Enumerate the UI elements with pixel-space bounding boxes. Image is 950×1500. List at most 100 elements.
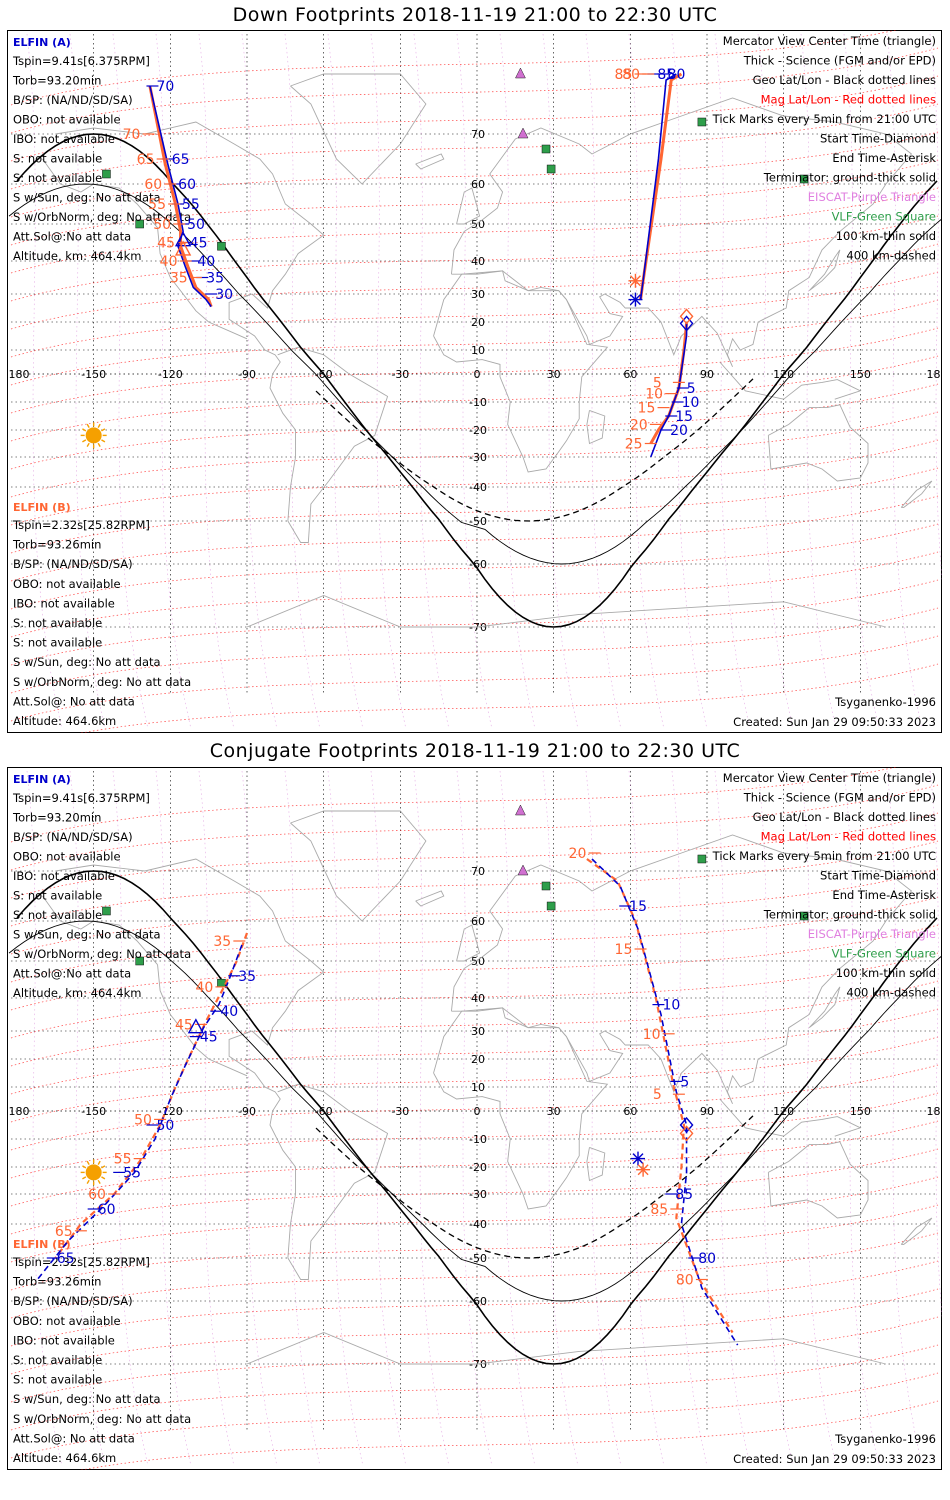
- legend-entry: EISCAT-Purple Triangle: [808, 190, 936, 204]
- legend: Mercator View Center Time (triangle) Thic…: [712, 771, 937, 1000]
- mag-latitude-line: [10, 607, 939, 694]
- mag-latitude-line: [10, 924, 939, 1011]
- lat-tick-label: -10: [469, 1133, 487, 1146]
- mag-latitude-line: [10, 868, 939, 955]
- track-tick-label: 60: [98, 1202, 116, 1218]
- elfin-a-end-asterisk: [628, 292, 643, 307]
- track-tick-label: 60: [144, 177, 162, 193]
- created-timestamp: Created: Sun Jan 29 09:50:33 2023: [733, 1452, 936, 1466]
- mag-latitude-line: [10, 840, 939, 927]
- mag-grid: [10, 767, 942, 1470]
- lat-tick-label: 30: [471, 1025, 485, 1038]
- lon-tick-label: -120: [158, 1105, 183, 1118]
- elfin-b-info-line: S: not available: [13, 1373, 102, 1387]
- legend-entry: 400 km-dashed: [846, 986, 936, 1000]
- terminator-100km: [8, 920, 942, 1302]
- mag-latitude-line: [10, 1064, 939, 1151]
- mag-latitude-line: [79, 663, 939, 733]
- coastline: [808, 986, 841, 1029]
- coastline: [767, 404, 869, 482]
- elfin-b-center-triangle: [174, 240, 192, 256]
- lat-tick-label: -10: [469, 396, 487, 409]
- coastline: [900, 1217, 933, 1245]
- track-tick-label: 10: [682, 395, 700, 411]
- track-tick-label: 20: [569, 846, 587, 862]
- elfin-a-info-line: IBO: not available: [13, 132, 115, 146]
- elfin-a-info-line: Att.Sol@:No att data: [13, 967, 131, 981]
- track-tick-label: 15: [629, 899, 647, 915]
- track-tick-label: 85: [615, 67, 633, 83]
- sun-ray: [86, 442, 90, 448]
- lat-tick-label: -50: [469, 1252, 487, 1265]
- legend-entry: Thick - Science (FGM and/or EPD): [743, 54, 936, 68]
- sun-ray: [82, 428, 87, 432]
- mag-latitude-line: [10, 383, 939, 470]
- mag-latitude-line: [10, 131, 939, 218]
- coastline: [290, 810, 427, 922]
- sun-ray: [97, 423, 101, 428]
- track-tick-label: 45: [157, 236, 175, 252]
- legend-entry: Start Time-Diamond: [820, 869, 936, 883]
- terminator-400km: [315, 378, 754, 522]
- elfin-a-info-line: S: not available: [13, 171, 102, 185]
- elfin-b-info-line: Tspin=2.32s[25.82RPM]: [12, 1255, 150, 1269]
- sun-ray: [82, 439, 87, 443]
- lon-tick-label: 180: [927, 368, 943, 381]
- legend: Mercator View Center Time (triangle) Thic…: [712, 34, 937, 263]
- coastline: [433, 270, 609, 473]
- track-tick-label: 45: [190, 236, 208, 252]
- elfin-b-info: ELFIN (B) Tspin=2.32s[25.82RPM] Torb=93.26…: [12, 501, 191, 728]
- sun-ray: [82, 1165, 87, 1169]
- elfin-b-info-line: Tspin=2.32s[25.82RPM]: [12, 518, 150, 532]
- sun-ray: [97, 442, 101, 448]
- mag-latitude-line: [10, 579, 939, 666]
- track-tick-label: 70: [123, 127, 141, 143]
- elfin-a-info-line: S w/Sun, deg: No att data: [13, 928, 161, 942]
- legend-entry: EISCAT-Purple Triangle: [808, 927, 936, 941]
- terminator-400km: [315, 1115, 754, 1259]
- lat-tick-label: -20: [469, 1161, 487, 1174]
- sun-ray: [86, 423, 90, 428]
- lon-tick-label: -30: [391, 1105, 409, 1118]
- coastline: [808, 249, 841, 292]
- elfin-a-conj-center-triangle: [187, 1018, 205, 1034]
- elfin-a-info-line: Altitude, km: 464.4km: [13, 986, 141, 1000]
- track-tick-label: 40: [220, 1004, 238, 1020]
- vlf-square-icon: [799, 911, 809, 921]
- track-tick-label: 70: [156, 79, 174, 95]
- elfin-b-info-line: Altitude: 464.6km: [13, 1451, 116, 1465]
- track-tick-label: 15: [615, 942, 633, 958]
- track-tick-label: 85: [650, 1202, 668, 1218]
- elfin-a-conj-track-west: [36, 944, 243, 1280]
- coastline: [586, 1146, 606, 1182]
- vlf-square-icon: [135, 956, 144, 966]
- legend-entry: Mercator View Center Time (triangle): [723, 34, 936, 48]
- elfin-b-info-line: IBO: not available: [13, 596, 115, 610]
- mag-latitude-line: [10, 1344, 939, 1431]
- lon-tick-label: 0: [474, 368, 481, 381]
- elfin-b-info-line: Att.Sol@: No att data: [13, 694, 135, 708]
- vlf-square-icon: [102, 906, 111, 916]
- elfin-b-end-asterisk: [628, 273, 643, 288]
- lon-tick-label: 180: [927, 1105, 943, 1118]
- track-tick-label: 55: [114, 1152, 132, 1168]
- created-timestamp: Created: Sun Jan 29 09:50:33 2023: [733, 715, 936, 729]
- elfin-a-info-line: S w/Sun, deg: No att data: [13, 191, 161, 205]
- track-tick-label: 35: [206, 271, 224, 287]
- track-tick-label: 55: [148, 197, 166, 213]
- terminator-ground: [16, 870, 938, 1365]
- track-tick-label: 45: [175, 1017, 193, 1033]
- elfin-a-track-north: [639, 73, 677, 300]
- mag-latitude-line: [10, 327, 939, 414]
- mag-latitude-line: [10, 1120, 939, 1207]
- track-tick-label: 10: [645, 387, 663, 403]
- elfin-b-info-line: Att.Sol@: No att data: [13, 1431, 135, 1445]
- mag-latitude-line: [10, 635, 939, 722]
- mag-latitude-line: [10, 30, 898, 106]
- track-tick-label: 80: [668, 67, 686, 83]
- legend-entry: Geo Lat/Lon - Black dotted lines: [753, 810, 936, 824]
- legend-entry: Mercator View Center Time (triangle): [723, 771, 936, 785]
- legend-entry: Terminator: ground-thick solid: [763, 171, 936, 185]
- mag-latitude-line: [10, 355, 939, 442]
- coastline: [290, 73, 427, 185]
